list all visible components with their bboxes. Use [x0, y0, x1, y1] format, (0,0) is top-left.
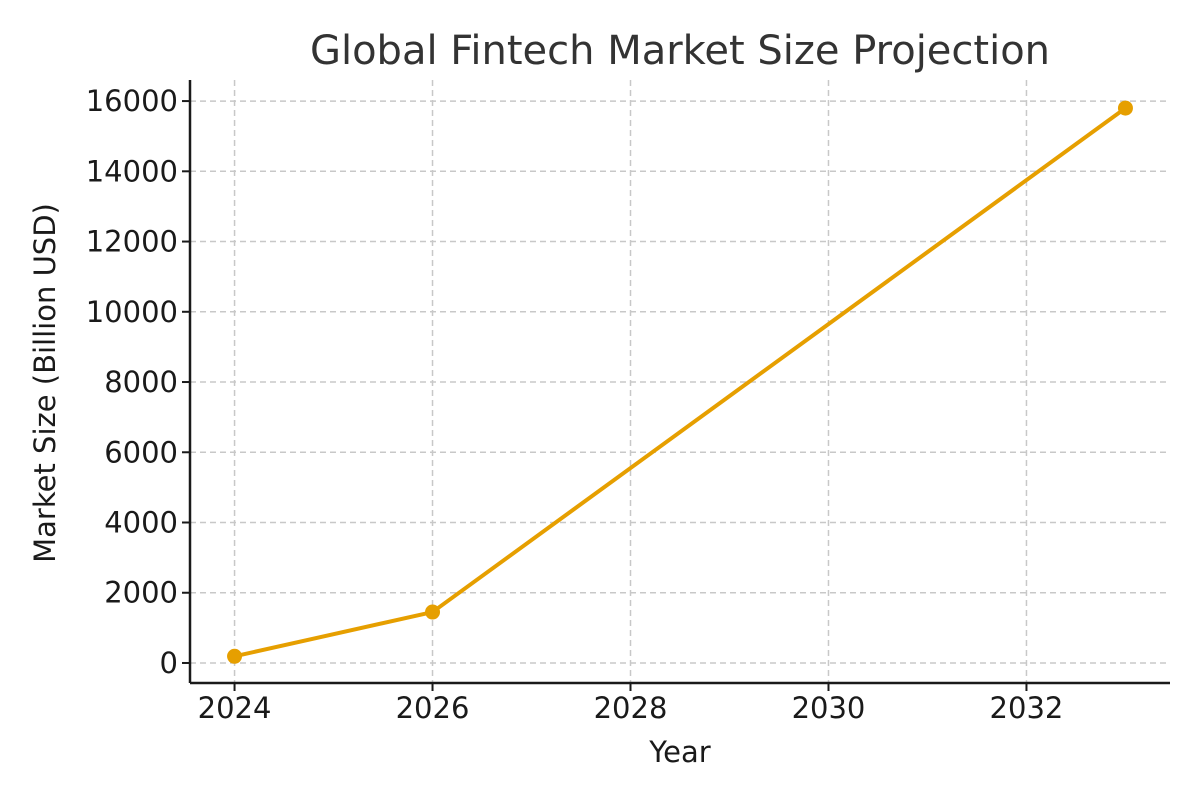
y-tick-label: 14000	[86, 154, 178, 188]
y-tick-label: 2000	[104, 576, 178, 610]
data-point	[1117, 100, 1133, 116]
x-tick-label: 2028	[594, 691, 668, 725]
axes	[182, 80, 1170, 691]
data-point	[425, 604, 441, 620]
series	[227, 100, 1133, 664]
y-tick-label: 6000	[104, 435, 178, 469]
grid	[190, 80, 1170, 683]
y-tick-label: 0	[160, 646, 178, 680]
y-axis-label: Market Size (Billion USD)	[28, 203, 62, 563]
data-point	[227, 648, 243, 664]
x-tick-label: 2026	[396, 691, 470, 725]
y-tick-label: 4000	[104, 506, 178, 540]
y-tick-label: 10000	[86, 295, 178, 329]
chart-title: Global Fintech Market Size Projection	[310, 28, 1050, 74]
y-tick-label: 12000	[86, 225, 178, 259]
x-tick-label: 2030	[792, 691, 866, 725]
y-tick-label: 8000	[104, 365, 178, 399]
x-axis-label: Year	[648, 735, 710, 769]
tick-labels: 2024 2026 2028 2030 2032 0 2000 4000 6000 8000 100…	[86, 84, 1064, 725]
x-tick-label: 2032	[990, 691, 1064, 725]
y-tick-label: 16000	[86, 84, 178, 118]
x-tick-label: 2024	[198, 691, 272, 725]
